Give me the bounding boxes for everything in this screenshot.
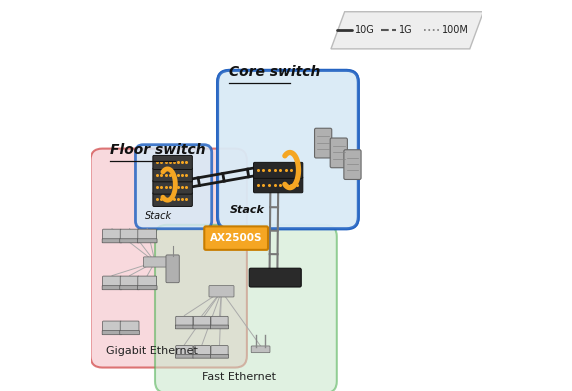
FancyBboxPatch shape	[210, 325, 229, 329]
FancyBboxPatch shape	[136, 145, 212, 229]
FancyBboxPatch shape	[344, 150, 361, 179]
FancyBboxPatch shape	[120, 276, 139, 287]
FancyBboxPatch shape	[210, 354, 229, 358]
FancyBboxPatch shape	[90, 149, 247, 368]
FancyBboxPatch shape	[153, 180, 192, 194]
Polygon shape	[331, 12, 483, 49]
FancyBboxPatch shape	[193, 346, 210, 356]
FancyBboxPatch shape	[217, 70, 358, 229]
FancyBboxPatch shape	[102, 276, 121, 287]
FancyBboxPatch shape	[193, 325, 211, 329]
FancyBboxPatch shape	[120, 229, 139, 240]
FancyBboxPatch shape	[137, 239, 157, 243]
Text: 10G: 10G	[355, 25, 375, 34]
Text: 1G: 1G	[399, 25, 412, 34]
FancyBboxPatch shape	[176, 316, 193, 326]
FancyBboxPatch shape	[330, 138, 347, 168]
FancyBboxPatch shape	[120, 321, 139, 332]
FancyBboxPatch shape	[193, 316, 210, 326]
FancyBboxPatch shape	[102, 331, 122, 335]
FancyBboxPatch shape	[166, 255, 179, 283]
FancyBboxPatch shape	[253, 162, 303, 178]
Text: AX2500S: AX2500S	[210, 233, 263, 243]
FancyBboxPatch shape	[138, 276, 157, 287]
FancyBboxPatch shape	[211, 346, 228, 356]
FancyBboxPatch shape	[176, 346, 193, 356]
FancyBboxPatch shape	[153, 168, 192, 182]
FancyBboxPatch shape	[217, 70, 358, 229]
FancyBboxPatch shape	[315, 128, 332, 158]
Text: Core switch: Core switch	[229, 65, 321, 79]
FancyBboxPatch shape	[153, 192, 192, 206]
FancyBboxPatch shape	[251, 346, 270, 353]
FancyBboxPatch shape	[120, 286, 140, 290]
FancyBboxPatch shape	[176, 354, 193, 358]
FancyBboxPatch shape	[253, 177, 303, 193]
FancyBboxPatch shape	[209, 285, 234, 297]
FancyBboxPatch shape	[144, 257, 166, 267]
FancyBboxPatch shape	[120, 331, 140, 335]
FancyBboxPatch shape	[193, 354, 211, 358]
FancyBboxPatch shape	[102, 229, 121, 240]
Text: Stack: Stack	[229, 205, 264, 215]
FancyBboxPatch shape	[211, 316, 228, 326]
Text: Fast Ethernet: Fast Ethernet	[202, 372, 276, 382]
Text: Floor switch: Floor switch	[110, 143, 206, 158]
FancyBboxPatch shape	[102, 239, 122, 243]
Text: 100M: 100M	[442, 25, 469, 34]
Text: Gigabit Ethernet: Gigabit Ethernet	[106, 346, 198, 356]
Text: Stack: Stack	[145, 211, 173, 221]
FancyBboxPatch shape	[249, 268, 301, 287]
FancyBboxPatch shape	[204, 226, 268, 250]
FancyBboxPatch shape	[176, 325, 193, 329]
FancyBboxPatch shape	[120, 239, 140, 243]
FancyBboxPatch shape	[137, 286, 157, 290]
FancyBboxPatch shape	[102, 286, 122, 290]
FancyBboxPatch shape	[138, 229, 157, 240]
FancyBboxPatch shape	[155, 225, 337, 391]
FancyBboxPatch shape	[102, 321, 121, 332]
FancyBboxPatch shape	[153, 155, 192, 170]
